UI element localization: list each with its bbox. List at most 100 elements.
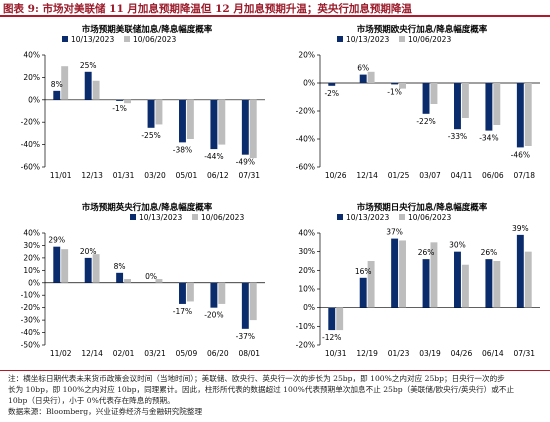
y-tick-label: 30% [23, 241, 40, 250]
y-tick-label: 0% [28, 278, 40, 287]
bar-series-1 [84, 71, 92, 100]
data-label: 8% [51, 80, 63, 89]
data-label: -46% [511, 150, 530, 159]
footer-note-line-2: 长为 10bp，即 100%之内对应 10bp，同理累计。因此，柱形所代表的数据… [8, 385, 515, 394]
bar-series-2 [461, 83, 469, 118]
data-label: 29% [48, 236, 65, 245]
bar-series-1 [485, 259, 493, 308]
y-tick-label: 20% [23, 253, 40, 262]
chart-title: 市场预期美联储加息/降息幅度概率 [82, 24, 213, 35]
bar-series-1 [359, 277, 367, 308]
bar-series-1 [422, 83, 430, 114]
data-label: -17% [173, 307, 192, 316]
footer-notes: 注：横坐标日期代表未来货币政策会议时间（当地时间）；美联储、欧央行、英央行一次的… [0, 370, 550, 417]
bar-series-2 [92, 254, 100, 283]
x-tick-label: 12/14 [356, 171, 378, 180]
bar-series-1 [241, 282, 249, 329]
bar-series-2 [399, 83, 406, 89]
bar-series-2 [186, 99, 194, 139]
x-tick-label: 11/02 [50, 349, 72, 358]
data-label: 26% [481, 248, 498, 257]
x-tick-label: 07/31 [513, 349, 535, 358]
bar-series-1 [210, 99, 218, 150]
bar-series-1 [53, 246, 61, 283]
bar-series-2 [186, 282, 194, 302]
footer-source: 数据来源：Bloomberg，兴业证券经济与金融研究院整理 [8, 407, 203, 416]
x-tick-label: 07/18 [513, 171, 535, 180]
bar-series-1 [179, 282, 186, 304]
x-tick-label: 03/21 [144, 349, 166, 358]
y-tick-label: -20% [296, 341, 315, 350]
data-label: -22% [416, 117, 435, 126]
y-tick-label: -20% [21, 303, 40, 312]
y-tick-label: 40% [23, 229, 40, 238]
bar-series-1 [422, 259, 430, 308]
ecb-chart-panel: 市场预期欧央行加息/降息幅度概率 10/13/2023 10/06/2023 -60%… [275, 17, 550, 192]
legend-swatch-series-2 [192, 214, 198, 220]
data-label: 30% [449, 241, 466, 250]
y-tick-label: -60% [21, 163, 40, 172]
data-label: 6% [357, 64, 369, 73]
legend-label-series-1: 10/13/2023 [71, 35, 114, 44]
legend-swatch-series-1 [337, 214, 343, 220]
legend-label-series-1: 10/13/2023 [139, 213, 182, 222]
fed-chart-panel: 市场预期美联储加息/降息幅度概率 10/13/2023 10/06/2023 -60%… [0, 17, 275, 192]
x-tick-label: 06/06 [482, 171, 504, 180]
y-tick-label: 0% [28, 95, 40, 104]
bar-series-1 [391, 238, 399, 308]
y-tick-label: -10% [296, 322, 315, 331]
bar-series-1 [53, 90, 61, 100]
legend-label-series-2: 10/06/2023 [201, 213, 244, 222]
y-tick-label: 20% [298, 51, 315, 60]
y-tick-label: 0% [303, 79, 315, 88]
bar-series-2 [249, 282, 257, 321]
data-label: 20% [80, 247, 97, 256]
bar-series-2 [399, 240, 406, 308]
bar-series-1 [328, 307, 336, 331]
legend-swatch-series-1 [130, 214, 136, 220]
bar-series-2 [524, 83, 532, 146]
y-tick-label: -40% [21, 328, 40, 337]
x-tick-label: 03/20 [144, 171, 166, 180]
x-tick-label: 12/14 [81, 349, 103, 358]
x-tick-label: 04/26 [451, 349, 473, 358]
bar-series-2 [61, 66, 69, 100]
x-tick-label: 08/01 [238, 349, 260, 358]
x-tick-label: 11/01 [50, 171, 72, 180]
x-tick-label: 05/01 [176, 171, 198, 180]
bar-series-1 [210, 282, 218, 308]
data-label: 37% [386, 228, 403, 237]
y-tick-label: 40% [23, 51, 40, 60]
y-tick-label: 10% [298, 285, 315, 294]
bar-series-1 [328, 83, 336, 86]
footer-note-line-3: 10bp（日央行），小于 0%代表存在降息的预期。 [8, 396, 175, 405]
bar-series-1 [116, 99, 124, 101]
data-label: 8% [114, 262, 126, 271]
data-label: -1% [387, 87, 402, 96]
y-tick-label: -40% [296, 135, 315, 144]
y-tick-label: 20% [298, 266, 315, 275]
bar-series-1 [359, 74, 367, 83]
chart-title: 市场预期英央行加息/降息幅度概率 [82, 202, 213, 213]
bar-series-2 [155, 99, 163, 125]
x-tick-label: 10/26 [325, 171, 347, 180]
x-tick-label: 06/20 [207, 349, 229, 358]
legend-swatch-series-1 [62, 36, 68, 42]
boe-chart-panel: 市场预期英央行加息/降息幅度概率 10/13/2023 10/06/2023 -50%… [0, 195, 275, 370]
bar-series-2 [249, 99, 257, 159]
y-tick-label: 40% [298, 229, 315, 238]
bar-series-1 [454, 83, 461, 130]
data-label: -25% [141, 131, 160, 140]
bar-series-2 [524, 251, 532, 308]
data-label: -44% [204, 152, 223, 161]
y-tick-label: -60% [296, 163, 315, 172]
bar-series-2 [430, 242, 438, 308]
bar-series-2 [155, 279, 163, 283]
x-tick-label: 04/11 [451, 171, 473, 180]
y-tick-label: -20% [296, 107, 315, 116]
bar-series-1 [147, 99, 155, 128]
bar-series-2 [218, 282, 226, 304]
legend-label-series-2: 10/06/2023 [408, 35, 451, 44]
y-tick-label: -50% [21, 341, 40, 350]
